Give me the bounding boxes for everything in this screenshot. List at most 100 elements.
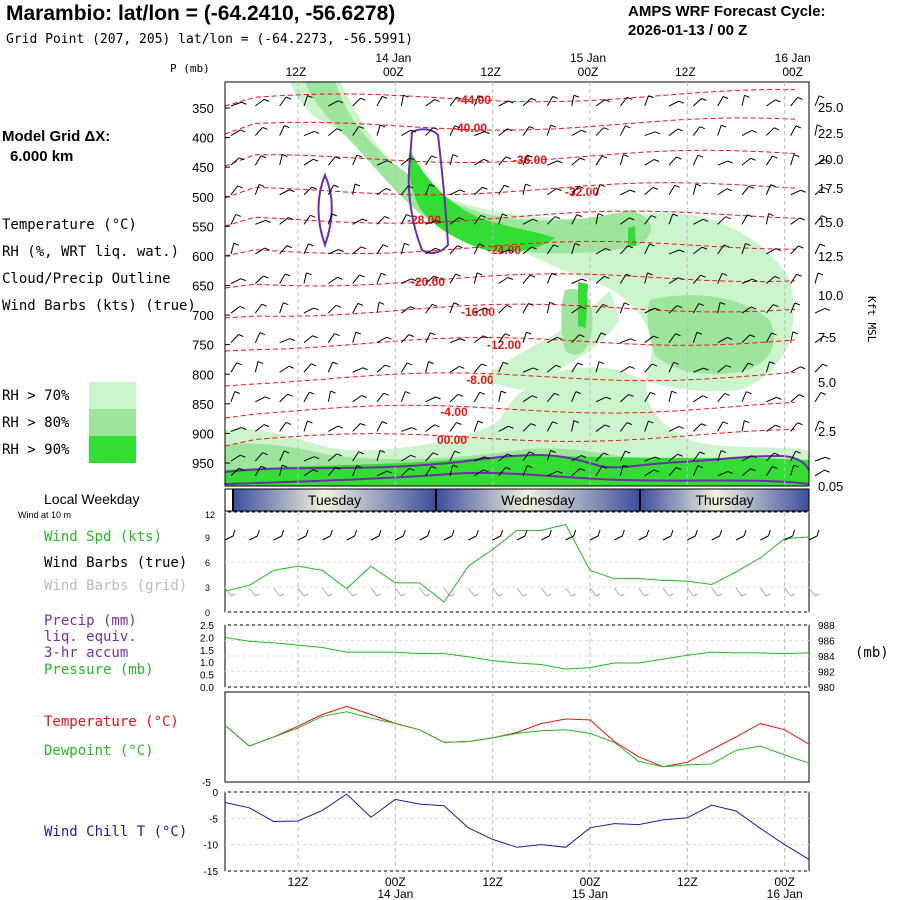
wind-barb-shaft: [741, 468, 751, 477]
wind-barb-shaft: [571, 129, 582, 137]
wind-barb-feather: [532, 367, 539, 371]
wind-barb-feather: [599, 184, 606, 188]
temperature-contour-label: -4.00: [440, 405, 468, 419]
wind-barb-feather: [528, 451, 535, 455]
wind-barb-shaft: [303, 215, 311, 225]
wind-barb-feather: [751, 129, 757, 133]
temperature-contour: [224, 337, 796, 352]
temperature-contour: [224, 117, 796, 135]
wind-barb-shaft: [425, 155, 432, 166]
surface-wind-barb-grid-feather: [547, 593, 552, 597]
wind-barb-shaft: [717, 188, 728, 196]
surface-wind-barb-true: [224, 535, 234, 541]
wind-barb-shaft: [790, 245, 799, 255]
wind-barb-feather: [458, 217, 464, 221]
wind-barb-shaft: [595, 466, 603, 477]
wind-barb-feather: [360, 423, 366, 426]
wind-barb-feather: [431, 465, 437, 469]
wind-barb-shaft: [279, 217, 289, 225]
wind-barb-shaft: [522, 451, 530, 462]
wind-barb-shaft: [790, 450, 797, 462]
wind-barb-feather: [573, 94, 580, 98]
wind-barb-shaft: [498, 184, 505, 196]
forecast-cycle-label: AMPS WRF Forecast Cycle:: [628, 3, 826, 20]
height-tick-label: 10.0: [818, 288, 843, 303]
wind-barb-shaft: [619, 125, 626, 136]
legend-rh70-label: RH > 70%: [2, 388, 70, 404]
wind-barb-shaft: [473, 420, 479, 432]
wind-barb-shaft: [327, 390, 332, 402]
wind-barb-feather: [747, 362, 754, 366]
surface-wind-barb-grid: [394, 587, 402, 597]
wind-barb-feather: [820, 392, 827, 395]
wind-barb-feather: [678, 277, 684, 281]
wind-barb-shaft: [619, 97, 628, 107]
wind-barb-feather: [531, 395, 538, 399]
wind-barb-feather: [744, 420, 750, 424]
wind-barb-shaft: [522, 218, 533, 225]
wind-barb-feather: [746, 391, 752, 395]
wind-barb-feather: [722, 96, 729, 99]
surface-wind-barb-true-feather: [816, 529, 820, 537]
surface-wind-barb-grid: [540, 587, 548, 597]
wind-barb-shaft: [644, 469, 655, 477]
wind-barb-shaft: [619, 302, 625, 314]
wind-barb-feather: [361, 395, 367, 398]
wind-barb-shaft: [717, 273, 723, 284]
surface-wind-barb-true: [784, 535, 793, 541]
wind-barb-shaft: [279, 154, 283, 166]
wind-barb-shaft: [254, 452, 263, 462]
wind-barb-feather: [477, 95, 484, 99]
pressure-unit-label: (mb): [855, 645, 889, 661]
wind-barb-shaft: [400, 334, 410, 344]
wind-barb-shaft: [790, 97, 798, 107]
wind-barb-shaft: [790, 274, 798, 284]
wind-barb-shaft: [546, 302, 551, 314]
surface-wind-barb-grid: [419, 587, 427, 597]
wind-barb-feather: [311, 186, 318, 190]
surface-wind-barb-true-feather: [500, 529, 504, 537]
wind-barb-feather: [338, 249, 344, 253]
wind-barb-feather: [798, 245, 804, 249]
surface-wind-barb-true: [443, 535, 453, 541]
wind-barb-shaft: [717, 96, 724, 107]
wind-barb-feather: [262, 452, 268, 456]
wind-barb-feather: [726, 364, 732, 368]
wind-barb-feather: [527, 154, 533, 158]
wind-barb-shaft: [352, 423, 361, 432]
wind-barb-feather: [622, 464, 629, 468]
wind-barb-feather: [380, 272, 387, 276]
wind-barb-shaft: [230, 454, 241, 462]
wind-barb-shaft: [498, 156, 507, 166]
surface-wind-barb-true: [395, 535, 404, 541]
wind-barb-feather: [597, 213, 604, 216]
wind-barb-feather: [259, 332, 266, 336]
wind-barb-feather: [479, 391, 486, 395]
wind-barb-feather: [775, 99, 781, 103]
temperature-contour: [224, 273, 796, 289]
wind-barb-shaft: [619, 422, 628, 432]
rh70-upper-band: [225, 82, 809, 486]
pressure-line: [224, 636, 810, 670]
wind-barb-shaft: [522, 126, 530, 136]
chill-panel-frame: [224, 791, 810, 872]
wind-barb-feather: [750, 157, 756, 161]
wind-barb-feather: [476, 272, 483, 276]
temperature-label: Temperature (°C): [44, 714, 179, 730]
surface-wind-barb-grid-feather: [230, 593, 236, 597]
wind-barb-feather: [386, 470, 393, 474]
temperature-contour-label: 00.00: [437, 433, 467, 447]
surface-wind-barb-grid-feather: [814, 593, 820, 597]
wind-barb-feather: [748, 185, 755, 189]
wind-barb-shaft: [255, 98, 265, 107]
wind-barb-shaft: [668, 333, 676, 343]
surface-wind-barb-true-feather: [354, 529, 358, 537]
wind-barb-shaft: [303, 335, 313, 344]
wind-barb-shaft: [498, 100, 509, 107]
wind-barb-shaft: [717, 244, 725, 255]
wind-barb-feather: [530, 423, 536, 427]
wind-barb-shaft: [522, 246, 532, 255]
wind-barb-shaft: [279, 422, 287, 432]
wind-barb-feather: [530, 97, 537, 101]
wind-barb-feather: [647, 272, 653, 276]
